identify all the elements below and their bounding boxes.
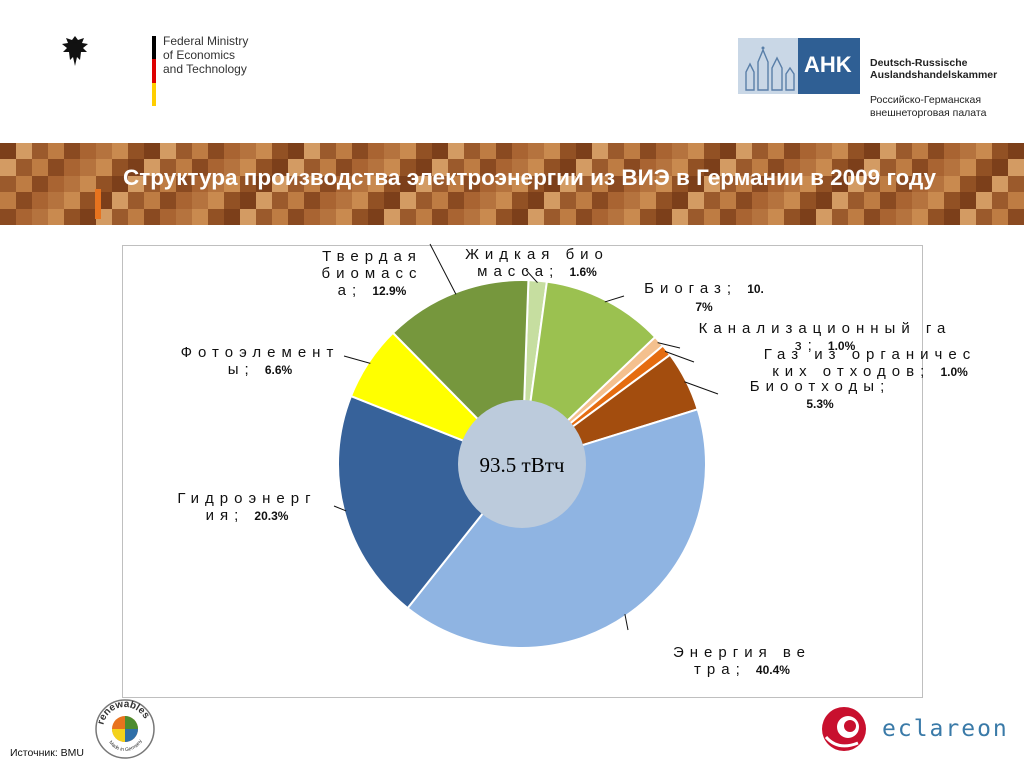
eclareon-logo: eclareon: [818, 703, 1007, 755]
pie-label-text: Энергия ветра;: [672, 644, 812, 678]
pie-label-text: Газ из органических отходов;: [763, 346, 977, 380]
ahk-mark: AHK: [798, 38, 860, 94]
pie-label-5: Биоотходы; 5.3%: [745, 378, 895, 413]
title-banner: Структура производства электроэнергии из…: [0, 143, 1024, 225]
pie-label-text: Жидкая биомасса;: [465, 246, 609, 280]
bmwi-logo: Federal Ministry of Economics and Techno…: [58, 34, 248, 106]
ministry-name: Federal Ministry of Economics and Techno…: [163, 34, 249, 76]
pie-label-4: Газ из органических отходов; 1.0%: [760, 346, 980, 381]
leader-line-8: [343, 355, 371, 364]
ahk-name-ru: Российско-Германская внешнеторговая пала…: [870, 94, 987, 119]
pie-label-text: Фотоэлементы;: [180, 344, 340, 378]
pie-label-text: Биоотходы;: [749, 378, 891, 395]
leader-line-3: [657, 342, 681, 349]
page-title: Структура производства электроэнергии из…: [123, 165, 937, 190]
pie-label-1: Жидкая биомасса; 1.6%: [462, 246, 612, 281]
pie-label-text: Биогаз;: [644, 280, 748, 297]
pie-label-7: Гидроэнергия; 20.3%: [172, 490, 322, 525]
leader-line-2: [604, 295, 625, 303]
leader-line-9: [429, 243, 457, 295]
pie-label-value: 6.6%: [264, 363, 293, 377]
leader-line-7: [333, 505, 347, 512]
pie-center-label: 93.5 тВтч: [480, 453, 565, 477]
pie-label-3: Канализационный газ; 1.0%: [690, 320, 960, 355]
pie-label-2: Биогаз; 10.7%: [644, 280, 764, 316]
pie-label-value: 20.3%: [254, 509, 289, 523]
banner-mosaic: [0, 143, 1024, 225]
pie-slice-6: [406, 408, 707, 649]
banner-accent: [95, 189, 101, 219]
pie-center-circle: [458, 400, 586, 528]
ahk-name-de: Deutsch-Russische Auslandshandelskammer: [870, 56, 998, 82]
pie-label-9: Твердая биомасса; 12.9%: [313, 248, 431, 300]
ahk-name: Deutsch-Russische Auslandshandelskammer …: [870, 44, 997, 132]
leader-line-5: [684, 381, 719, 395]
pie-label-value: 1.0%: [940, 365, 968, 379]
federal-eagle-icon: [62, 36, 88, 66]
source-note: Источник: BMU: [10, 747, 84, 759]
german-flag-stripe: [152, 36, 156, 106]
pie-label-text: Канализационный газ;: [698, 320, 952, 354]
leader-line-4: [664, 350, 695, 363]
pie-label-6: Энергия ветра; 40.4%: [672, 644, 812, 679]
pie-label-8: Фотоэлементы; 6.6%: [170, 344, 350, 379]
pie-label-text: Твердая биомасса;: [321, 248, 423, 299]
pie-label-text: Гидроэнергия;: [177, 490, 317, 524]
pie-label-value: 12.9%: [372, 284, 407, 298]
pie-label-value: 1.0%: [827, 339, 856, 353]
chart-frame: [122, 245, 923, 698]
pie-label-value: 1.6%: [569, 265, 597, 279]
pie-label-value: 40.4%: [755, 663, 790, 677]
eclareon-swirl-icon: [822, 707, 866, 751]
leader-line-1: [525, 269, 538, 283]
ahk-emblem: AHK: [738, 38, 860, 94]
leader-line-6: [624, 614, 629, 631]
pie-label-value: 10.7%: [695, 282, 764, 314]
ahk-logo: AHK Deutsch-Russische Auslandshandelskam…: [738, 38, 998, 119]
renewables-logo: renewables Made in Germany: [95, 699, 155, 759]
pie-label-value: 5.3%: [806, 397, 834, 411]
eclareon-name: eclareon: [882, 716, 1009, 742]
kremlin-icon: [745, 46, 795, 91]
